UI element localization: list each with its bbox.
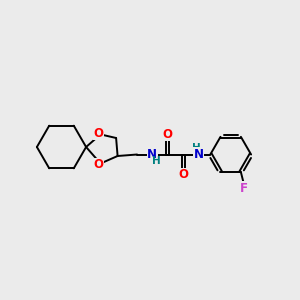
Text: F: F	[240, 182, 248, 195]
Text: N: N	[194, 148, 204, 161]
Text: O: O	[163, 128, 173, 141]
Text: O: O	[93, 158, 103, 171]
Text: H: H	[152, 156, 160, 166]
Text: O: O	[178, 168, 188, 181]
Text: H: H	[192, 143, 201, 153]
Text: O: O	[93, 127, 103, 140]
Text: N: N	[147, 148, 157, 161]
